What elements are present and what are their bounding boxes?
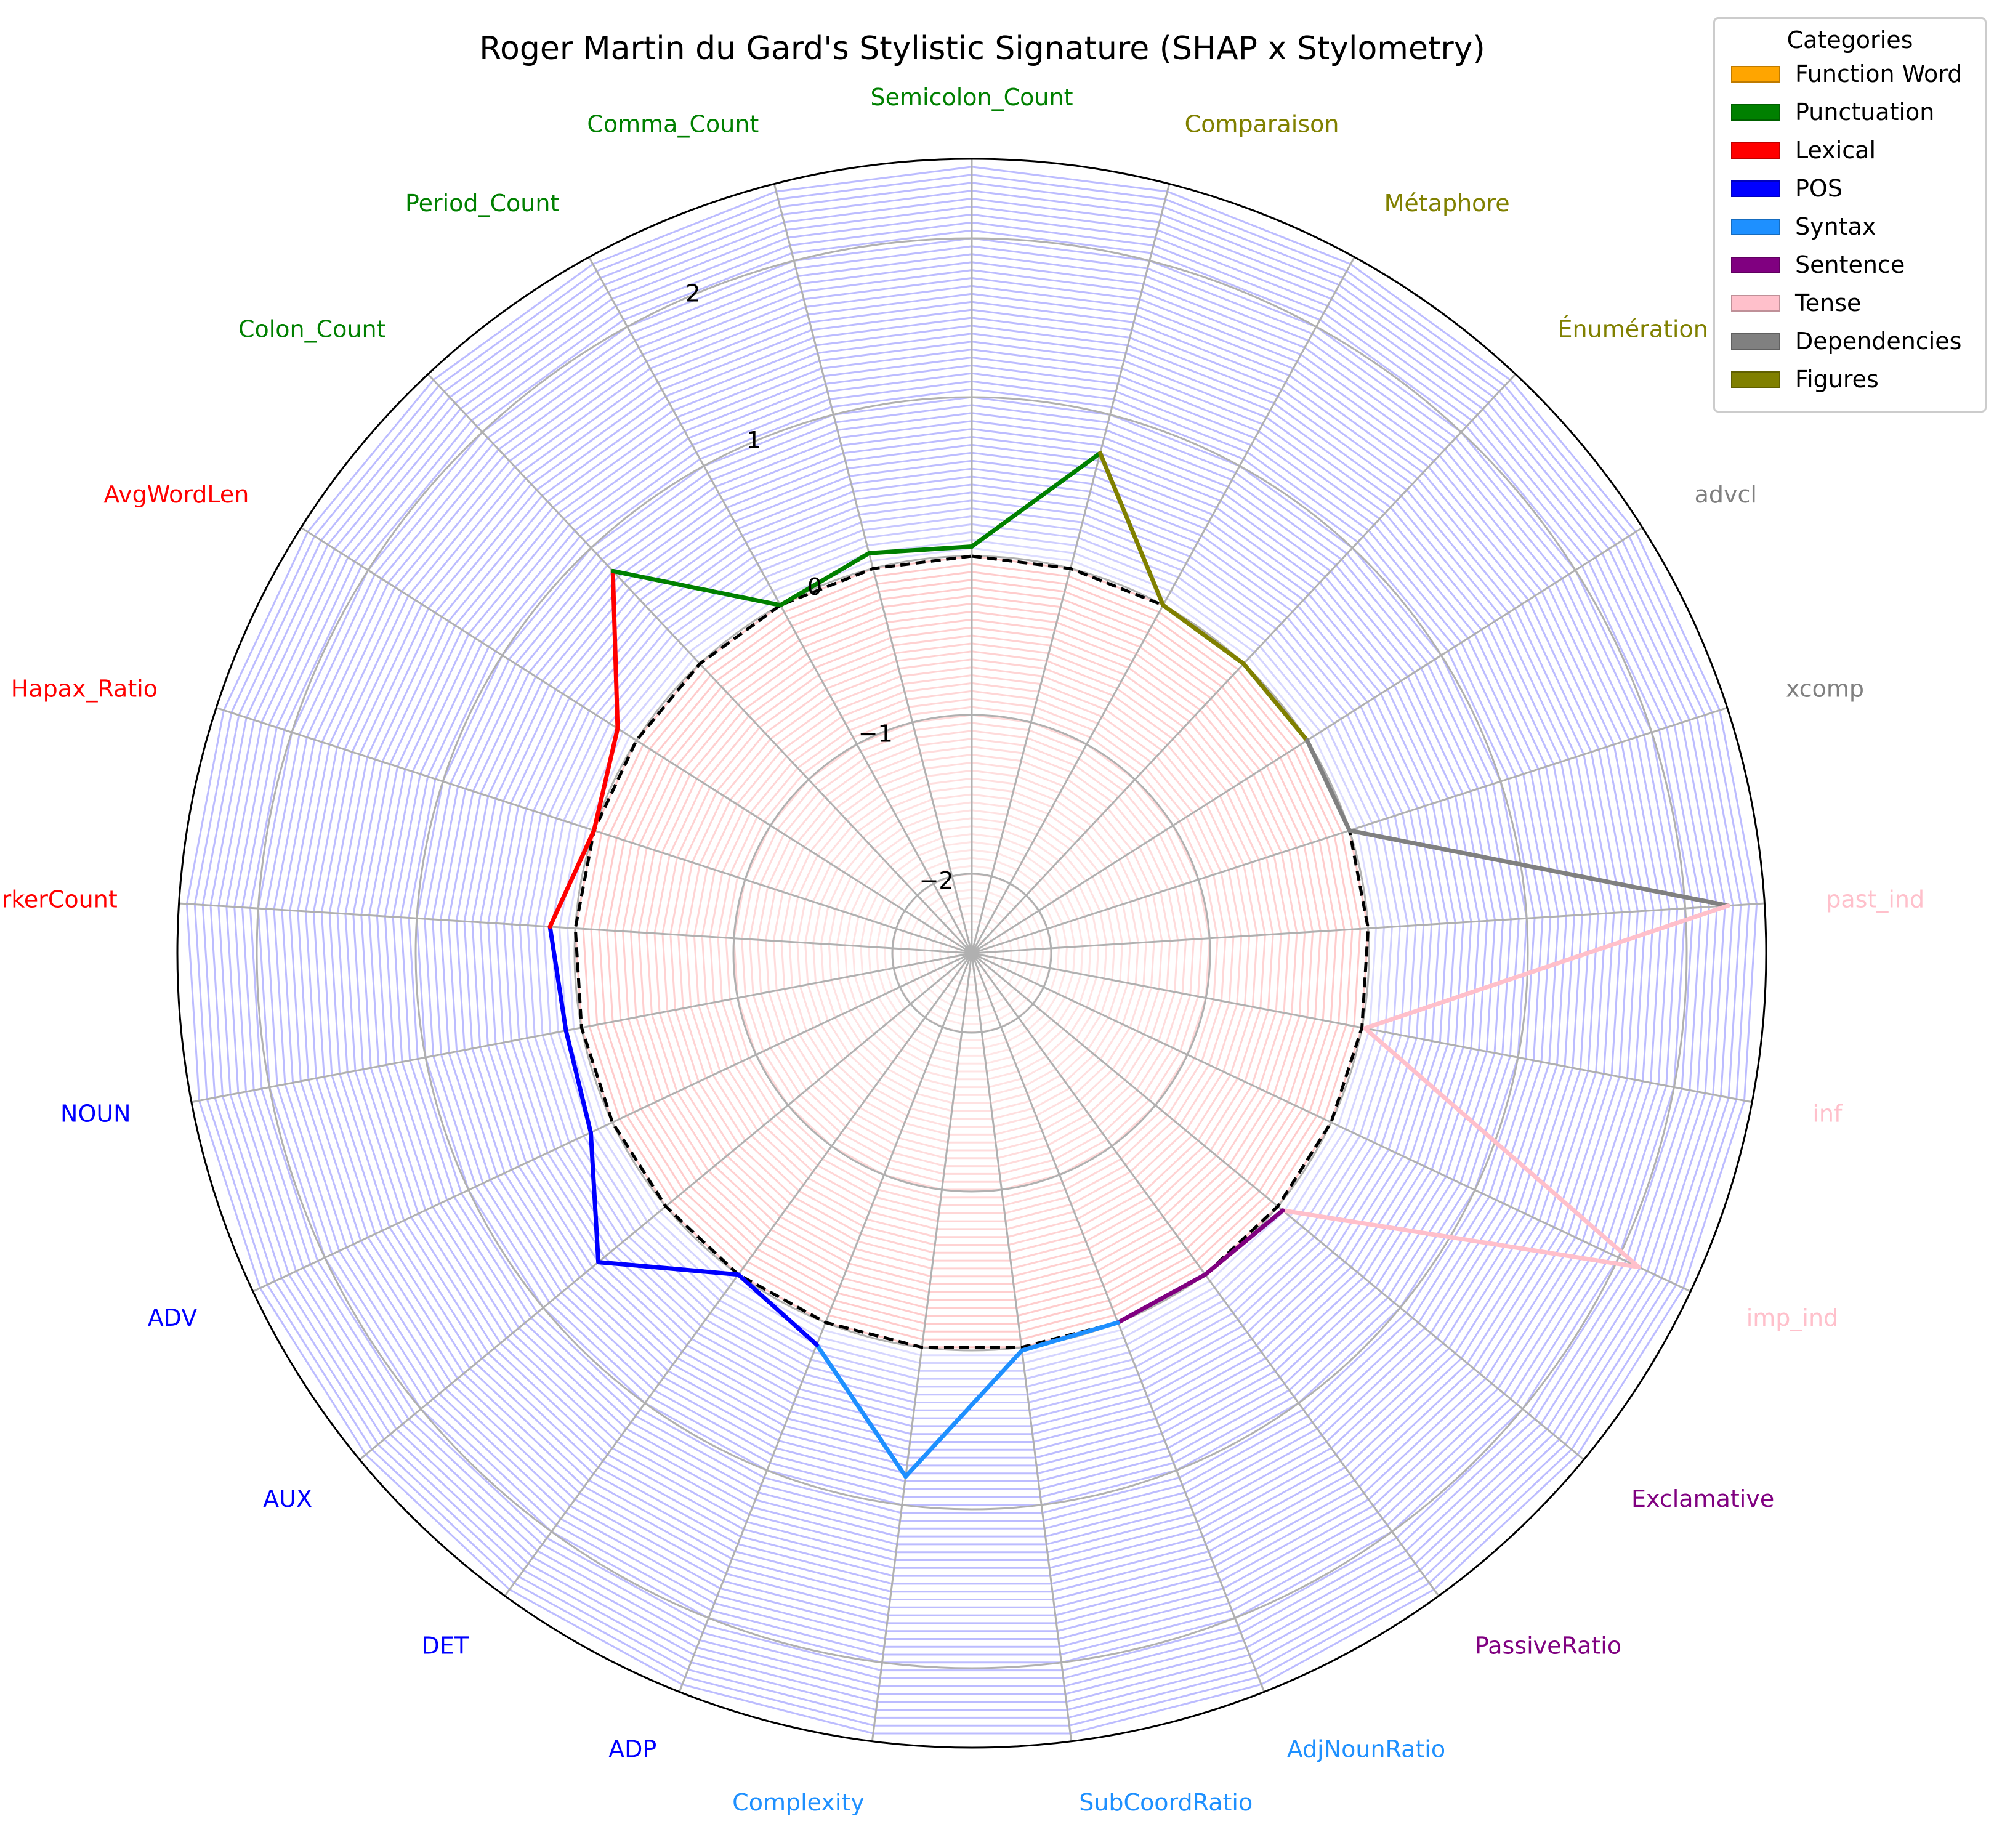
legend-item: Punctuation: [1715, 93, 1985, 131]
axis-label-subcoordratio: SubCoordRatio: [1079, 1789, 1253, 1816]
segment-colon_count: [613, 571, 780, 605]
legend: Categories Function Word Punctuation Lexic…: [1713, 17, 1987, 413]
segment-advcl: [1307, 740, 1350, 830]
axis-label-métaphore: Métaphore: [1384, 190, 1510, 217]
segment-period_count: [780, 553, 869, 605]
axis-label-past_ind: past_ind: [1826, 886, 1924, 913]
axis-label-comma_count: Comma_Count: [587, 111, 759, 138]
axis-label-inf: inf: [1812, 1100, 1843, 1127]
polar-grid: [177, 159, 1766, 1748]
axis-label-hapax_ratio: Hapax_Ratio: [11, 675, 158, 702]
legend-swatch: [1731, 142, 1780, 159]
legend-label: Syntax: [1795, 213, 1876, 240]
axis-label-adp: ADP: [608, 1735, 656, 1762]
segment-markercount: [550, 831, 594, 927]
axis-label-colon_count: Colon_Count: [238, 316, 386, 343]
axis-label-markercount: MarkerCount: [0, 886, 118, 913]
legend-swatch: [1731, 180, 1780, 197]
axis-label-semicolon_count: Semicolon_Count: [871, 84, 1073, 111]
r-tick-label: 0: [807, 573, 822, 600]
chart-title: Roger Martin du Gard's Stylistic Signatu…: [479, 30, 1485, 67]
axis-label-exclamative: Exclamative: [1631, 1485, 1774, 1512]
legend-swatch: [1731, 333, 1780, 350]
legend-label: Figures: [1795, 366, 1879, 393]
legend-item: POS: [1715, 169, 1985, 208]
axis-label-det: DET: [421, 1632, 469, 1660]
legend-swatch: [1731, 219, 1780, 235]
legend-swatch: [1731, 104, 1780, 121]
legend-item: Sentence: [1715, 246, 1985, 284]
axis-label-noun: NOUN: [60, 1100, 131, 1127]
axis-label-adjnounratio: AdjNounRatio: [1287, 1735, 1445, 1762]
legend-label: Lexical: [1795, 137, 1876, 164]
legend-label: Dependencies: [1795, 328, 1961, 355]
axis-label-adv: ADV: [148, 1304, 198, 1331]
axis-label-avgwordlen: AvgWordLen: [103, 481, 249, 508]
legend-label: POS: [1795, 175, 1843, 202]
legend-swatch: [1731, 66, 1780, 83]
legend-title: Categories: [1715, 25, 1985, 55]
legend-label: Sentence: [1795, 251, 1905, 278]
legend-swatch: [1731, 295, 1780, 312]
legend-item: Tense: [1715, 284, 1985, 322]
legend-swatch: [1731, 371, 1780, 388]
axis-label-aux: AUX: [263, 1485, 312, 1512]
legend-item: Dependencies: [1715, 322, 1985, 360]
legend-item: Syntax: [1715, 208, 1985, 246]
legend-item: Figures: [1715, 360, 1985, 398]
axis-label-imp_ind: imp_ind: [1746, 1304, 1838, 1331]
legend-label: Tense: [1795, 289, 1861, 317]
axis-label-passiveratio: PassiveRatio: [1475, 1632, 1621, 1660]
axis-label-xcomp: xcomp: [1786, 675, 1864, 702]
legend-label: Punctuation: [1795, 99, 1934, 126]
r-tick-label: −1: [858, 720, 893, 748]
r-tick-label: 1: [746, 427, 761, 454]
axis-label-period_count: Period_Count: [405, 190, 559, 217]
legend-item: Lexical: [1715, 131, 1985, 169]
axis-label-énumération: Énumération: [1558, 316, 1708, 343]
axis-label-complexity: Complexity: [732, 1789, 865, 1816]
segment-énumération: [1244, 664, 1307, 741]
segment-passiveratio: [1118, 1275, 1205, 1323]
r-tick-label: 2: [685, 280, 700, 307]
legend-label: Function Word: [1795, 60, 1962, 87]
r-tick-label: −2: [919, 867, 954, 894]
axis-label-comparaison: Comparaison: [1185, 111, 1339, 138]
legend-swatch: [1731, 257, 1780, 273]
legend-item: Function Word: [1715, 55, 1985, 93]
axis-label-advcl: advcl: [1695, 481, 1757, 508]
